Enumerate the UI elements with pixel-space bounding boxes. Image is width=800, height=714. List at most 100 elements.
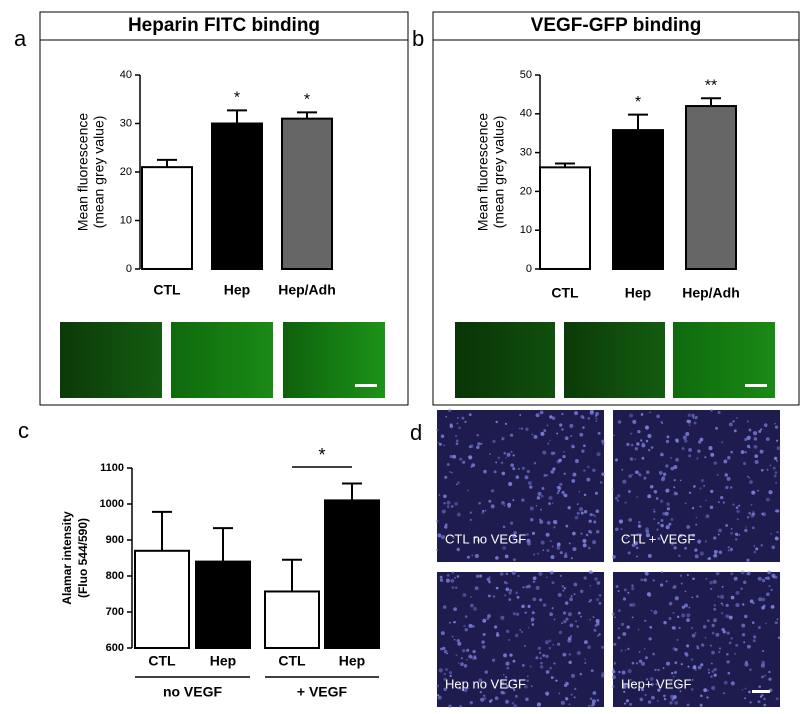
nucleus: [733, 576, 738, 581]
nucleus: [508, 598, 512, 601]
nucleus: [775, 481, 778, 484]
nucleus: [448, 621, 451, 624]
y-tick-label: 40: [120, 69, 132, 81]
nucleus: [776, 531, 779, 534]
nucleus: [539, 598, 543, 602]
nucleus: [725, 524, 729, 527]
nucleus: [749, 701, 752, 704]
significance-mark: *: [318, 445, 325, 465]
nucleus: [622, 479, 627, 484]
nucleus: [656, 414, 660, 419]
panel-letter: b: [412, 26, 424, 51]
nucleus: [516, 595, 520, 599]
nucleus: [614, 496, 618, 500]
nucleus: [450, 505, 454, 508]
nucleus: [492, 595, 496, 598]
y-tick-label: 30: [520, 147, 532, 159]
nucleus: [526, 679, 529, 683]
nucleus: [580, 532, 583, 535]
nucleus: [715, 632, 720, 637]
nucleus: [539, 665, 544, 669]
nucleus: [717, 533, 720, 536]
nucleus: [655, 683, 658, 686]
nucleus: [457, 417, 459, 419]
panel-frame: [39, 11, 409, 406]
nucleus: [574, 687, 577, 691]
nucleus: [595, 619, 600, 624]
nucleus: [503, 504, 506, 507]
nucleus: [665, 488, 670, 493]
nucleus: [742, 461, 747, 466]
micrograph: [437, 572, 604, 707]
nucleus: [438, 668, 443, 673]
nucleus: [762, 604, 766, 608]
nucleus: [512, 612, 516, 616]
nucleus: [455, 439, 459, 443]
nucleus: [636, 442, 640, 446]
nucleus: [519, 628, 522, 631]
nucleus: [727, 546, 730, 549]
nucleus: [645, 529, 650, 534]
x-tick-label: CTL: [148, 653, 176, 669]
nucleus: [679, 479, 682, 482]
nucleus: [538, 571, 543, 576]
nucleus: [490, 504, 495, 509]
nucleus: [443, 687, 447, 692]
image-caption: Hep no VEGF: [445, 676, 526, 691]
nucleus: [596, 598, 600, 602]
nucleus: [635, 546, 639, 550]
nucleus: [551, 545, 554, 548]
nucleus: [467, 489, 469, 492]
nucleus: [446, 505, 450, 508]
nucleus: [570, 594, 573, 598]
nucleus: [684, 590, 687, 593]
nucleus: [483, 694, 486, 697]
nucleus: [641, 688, 645, 692]
nucleus: [666, 502, 670, 506]
nucleus: [691, 633, 696, 638]
y-axis-label: Alamar intensity: [60, 511, 74, 605]
nucleus: [728, 615, 733, 620]
nucleus: [745, 526, 747, 528]
nucleus: [597, 431, 601, 435]
nucleus: [481, 640, 485, 644]
nucleus: [502, 546, 507, 550]
nucleus: [704, 637, 707, 639]
nucleus: [687, 413, 692, 417]
nucleus: [764, 576, 768, 580]
nucleus: [620, 649, 623, 652]
nucleus: [627, 591, 630, 594]
nucleus: [686, 703, 690, 707]
y-tick-label: 10: [520, 224, 532, 236]
nucleus: [562, 652, 567, 657]
nucleus: [537, 646, 541, 650]
nucleus: [735, 602, 740, 608]
nucleus: [542, 654, 546, 658]
nucleus: [710, 452, 715, 457]
significance-mark: *: [635, 94, 641, 111]
nucleus: [456, 512, 461, 517]
nucleus: [713, 549, 718, 554]
nucleus: [512, 659, 516, 663]
nucleus: [617, 627, 621, 630]
nucleus: [527, 626, 530, 629]
nucleus: [638, 650, 641, 653]
nucleus: [444, 525, 448, 529]
nucleus: [635, 662, 639, 665]
nucleus: [626, 625, 630, 629]
nucleus: [660, 519, 664, 522]
nucleus: [630, 443, 634, 447]
nucleus: [696, 595, 699, 598]
x-tick-label: Hep/Adh: [682, 285, 740, 301]
nucleus: [658, 471, 663, 475]
nucleus: [618, 609, 621, 613]
nucleus: [451, 586, 455, 590]
nucleus: [572, 445, 575, 449]
nucleus: [659, 452, 664, 457]
nucleus: [512, 454, 515, 457]
nucleus: [683, 603, 689, 608]
nucleus: [694, 554, 699, 559]
x-tick-label: CTL: [278, 653, 306, 669]
nucleus: [645, 439, 649, 443]
nucleus: [442, 605, 447, 609]
